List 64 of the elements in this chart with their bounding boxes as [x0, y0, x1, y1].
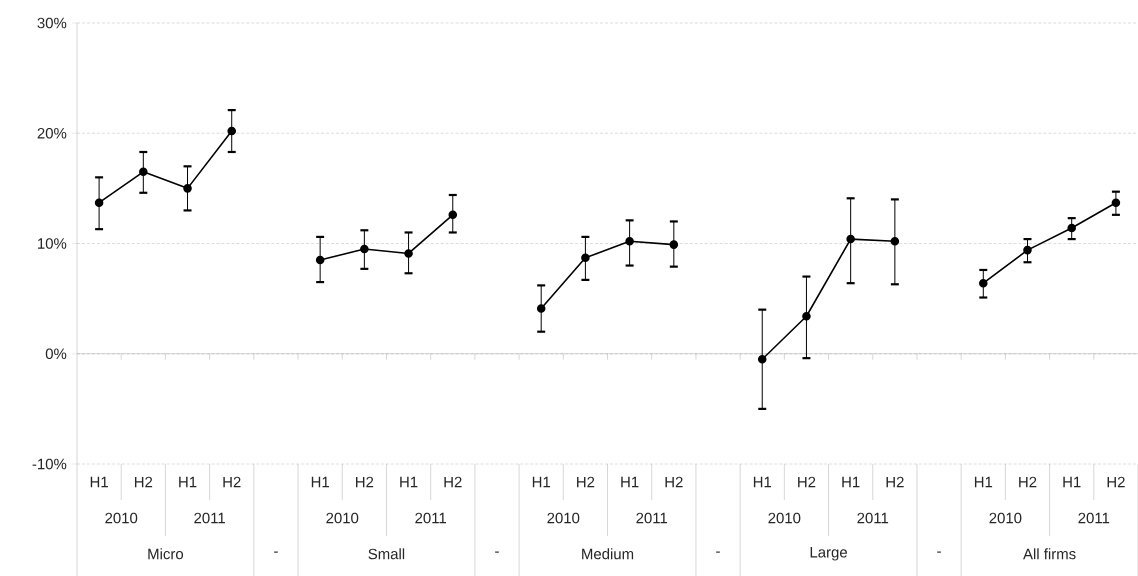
- text: -: [495, 551, 499, 553]
- text: All firms: [1023, 548, 1076, 560]
- x-tick-label: H1: [311, 476, 329, 488]
- y-tick-label: -10%: [32, 458, 67, 470]
- point: [404, 249, 413, 258]
- point: [802, 311, 811, 321]
- x-tick-label: H2: [1019, 476, 1037, 488]
- x-tick-label: H2: [134, 476, 153, 488]
- point: [315, 255, 325, 265]
- text: 2011: [194, 512, 225, 524]
- point: [360, 244, 369, 254]
- point: [536, 304, 546, 313]
- text: -: [274, 551, 278, 553]
- point: [625, 237, 634, 246]
- point: [183, 184, 192, 193]
- x-tick-label: H1: [974, 476, 993, 488]
- point: [94, 198, 104, 207]
- x-tick-label: H1: [400, 476, 418, 488]
- text: Medium: [582, 548, 634, 560]
- y-tick-label: 20%: [37, 127, 67, 139]
- text: 2011: [1078, 512, 1110, 524]
- x-tick-label: H1: [179, 476, 197, 488]
- point: [846, 234, 855, 244]
- text: 2011: [857, 512, 889, 524]
- text: -: [716, 551, 720, 553]
- point: [448, 210, 458, 220]
- y-tick-label: 10%: [38, 238, 67, 249]
- point: [139, 167, 148, 177]
- x-tick-label: H2: [223, 476, 241, 488]
- x-tick-label: H1: [842, 476, 860, 488]
- y-tick-label: 0%: [45, 348, 67, 360]
- x-tick-label: H2: [444, 476, 462, 488]
- text: 2011: [415, 512, 446, 524]
- text: 2010: [768, 512, 801, 524]
- x-tick-label: H2: [1107, 476, 1125, 488]
- point: [669, 240, 679, 249]
- text: 2010: [989, 512, 1022, 524]
- point: [1067, 223, 1076, 233]
- text: 2010: [326, 512, 359, 524]
- point: [1023, 245, 1032, 255]
- text: Large: [810, 547, 847, 561]
- x-tick-label: H2: [798, 476, 816, 488]
- x-tick-label: H1: [753, 476, 772, 488]
- x-tick-label: H1: [621, 476, 639, 488]
- text: -: [937, 551, 941, 553]
- point: [227, 126, 237, 136]
- x-tick-label: H2: [665, 476, 683, 488]
- text: 2011: [636, 512, 668, 524]
- x-tick-label: H1: [90, 476, 108, 488]
- point: [1111, 198, 1121, 207]
- point: [890, 237, 900, 246]
- text: Small: [368, 548, 405, 560]
- x-tick-label: H2: [577, 476, 595, 488]
- x-tick-label: H1: [532, 476, 551, 488]
- y-tick-label: 30%: [37, 17, 67, 29]
- text: Micro: [148, 548, 184, 560]
- point: [978, 278, 988, 288]
- x-tick-label: H2: [356, 476, 374, 488]
- x-tick-label: H2: [886, 476, 904, 488]
- text: 2010: [547, 512, 580, 524]
- x-tick-label: H1: [1063, 476, 1081, 488]
- text: 2010: [105, 512, 138, 524]
- point: [757, 354, 767, 364]
- point: [581, 253, 590, 263]
